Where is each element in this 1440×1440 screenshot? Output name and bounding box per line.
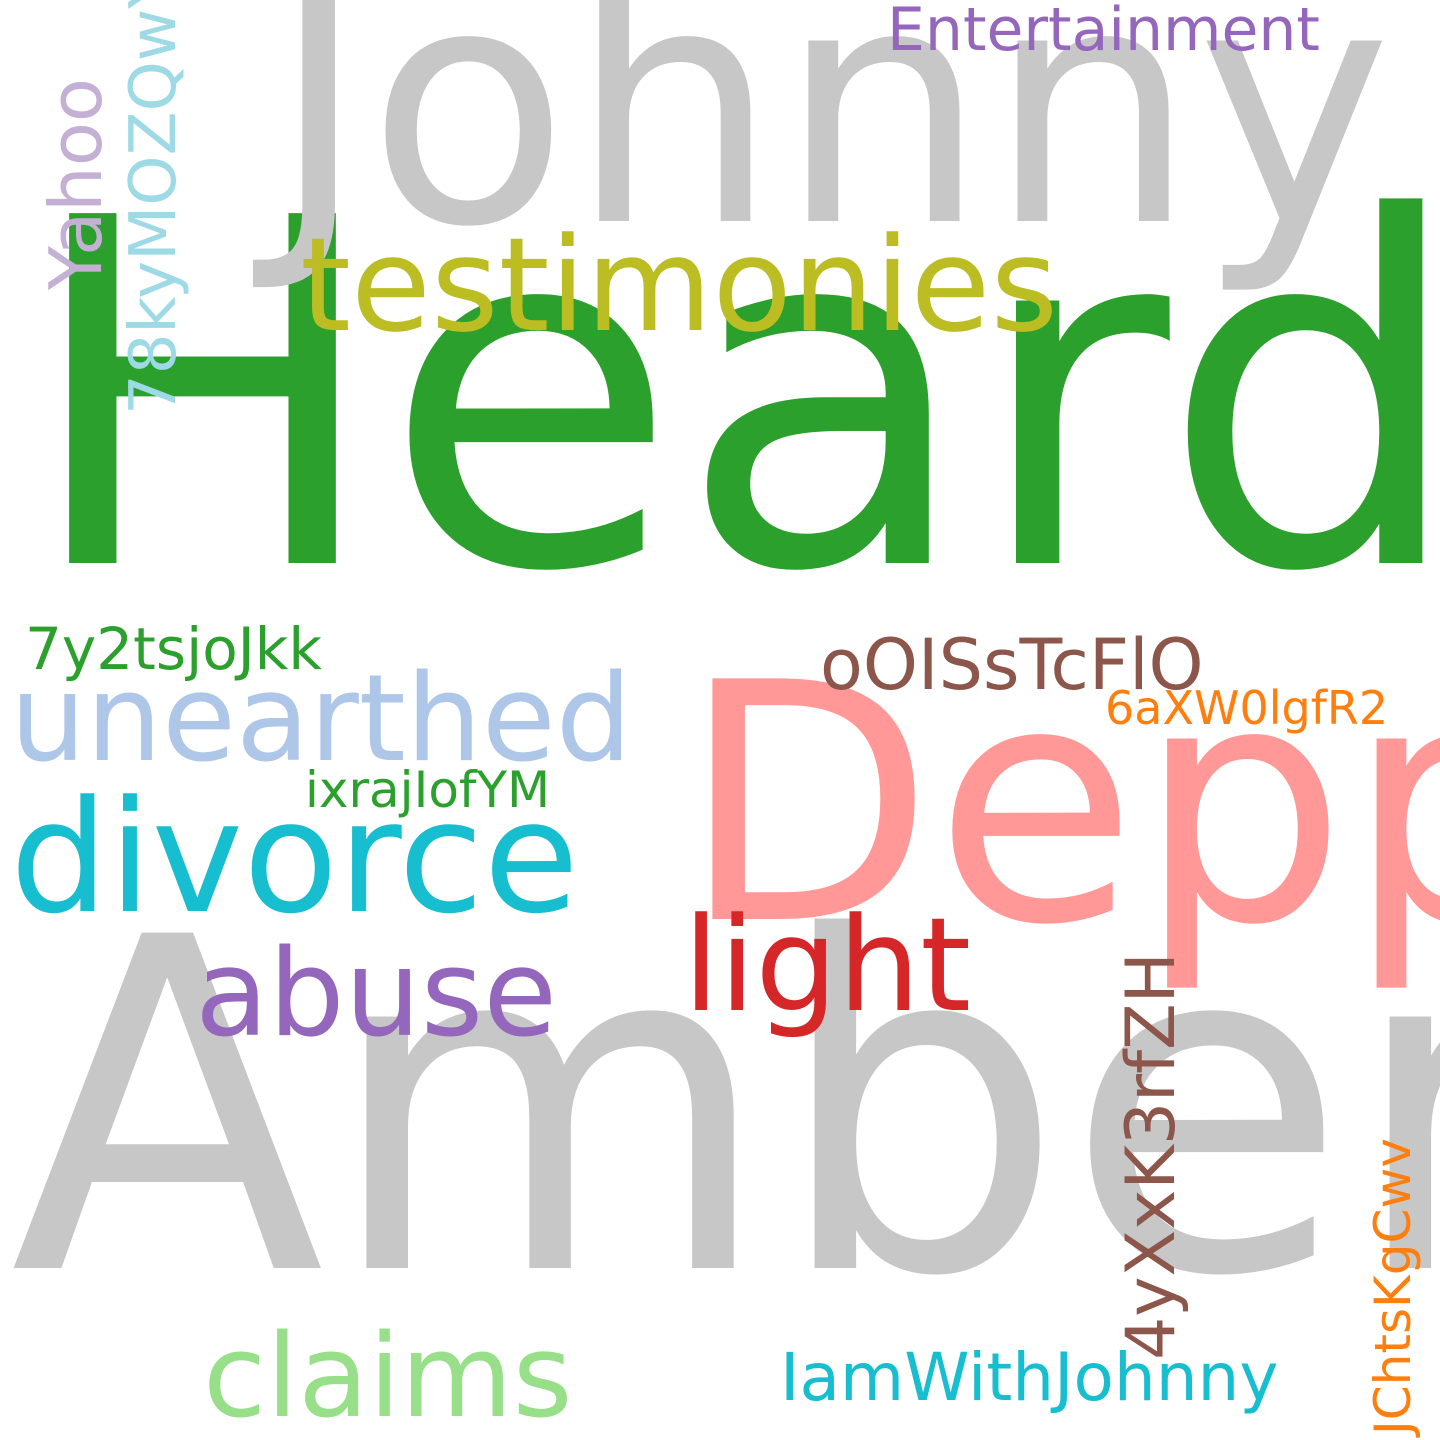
word-claims: claims — [203, 1310, 573, 1440]
word-unearthed: unearthed — [10, 650, 632, 789]
word-heard: Heard — [22, 118, 1440, 677]
word-light: light — [683, 889, 972, 1041]
word-ooisstcflo: oOISsTcFlO — [820, 624, 1204, 706]
word-entertainment: Entertainment — [887, 0, 1320, 65]
word-johnny: Johnny — [270, 0, 1392, 299]
word-4yxxk3rfzh: 4yXxK3rfZH — [1112, 952, 1191, 1360]
word-yahoo: Yahoo — [34, 78, 118, 290]
word-depp: Depp — [680, 613, 1440, 997]
word-testimonies: testimonies — [300, 209, 1059, 361]
word-divorce: divorce — [10, 767, 579, 948]
word-78kymozqwy: 78kyMOZQwY — [117, 0, 191, 415]
word-ixrajiofym: ixrajIofYM — [305, 761, 551, 819]
word-amber: Amber — [10, 842, 1440, 1377]
word-7y2tsjojkk: 7y2tsjoJkk — [25, 615, 322, 683]
word-abuse: abuse — [195, 925, 558, 1064]
word-iamwithjohnny: IamWithJohnny — [780, 1339, 1279, 1416]
word-6axw0lgfr2: 6aXW0lgfR2 — [1105, 681, 1389, 735]
word-jchtskgcwv: JChtsKgCwv — [1364, 1138, 1422, 1435]
